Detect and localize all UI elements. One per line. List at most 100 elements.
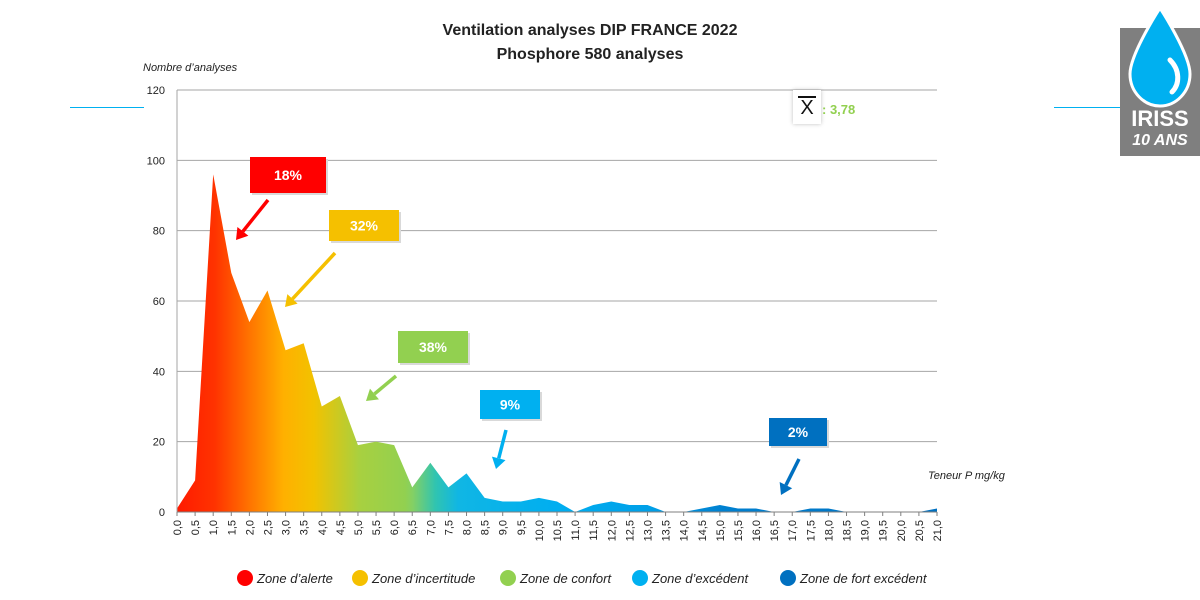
y-tick-label: 0	[159, 507, 165, 519]
callout-arrow-head	[236, 227, 249, 240]
callout-percent: 38%	[419, 339, 448, 355]
legend-dot	[352, 570, 368, 586]
y-tick-label: 120	[147, 85, 165, 97]
x-tick-label: 13,0	[642, 520, 654, 541]
legend-label: Zone de confort	[520, 570, 612, 586]
x-tick-label: 1,0	[208, 520, 220, 535]
x-tick-label: 8,5	[480, 520, 492, 535]
x-tick-label: 10,5	[552, 520, 564, 541]
x-tick-label: 12,0	[606, 520, 618, 541]
x-tick-label: 5,0	[353, 520, 365, 535]
x-tick-label: 3,5	[299, 520, 311, 535]
x-tick-label: 16,5	[769, 520, 781, 541]
x-tick-label: 2,0	[244, 520, 256, 535]
mean-symbol-box: X	[793, 90, 821, 124]
legend-item-incertitude: Zone d’incertitude	[352, 570, 475, 586]
x-tick-label: 3,0	[281, 520, 293, 535]
callout-box	[480, 390, 540, 419]
callout-arrow-shaft	[373, 374, 398, 396]
y-tick-label: 40	[153, 366, 165, 378]
x-tick-label: 19,0	[860, 520, 872, 541]
chart-title: Ventilation analyses DIP FRANCE 2022	[442, 22, 738, 39]
x-tick-label: 2,5	[262, 520, 274, 535]
x-tick-label: 18,0	[823, 520, 835, 541]
mean-symbol: X	[800, 97, 814, 119]
x-tick-label: 0,0	[172, 520, 184, 535]
callout-percent: 18%	[274, 167, 303, 183]
y-axis-label: Nombre d’analyses	[143, 62, 238, 74]
x-tick-label: 6,0	[389, 520, 401, 535]
callout-arrow-shaft	[291, 251, 337, 301]
callout-percent: 32%	[350, 218, 379, 234]
y-tick-label: 100	[147, 155, 165, 167]
x-tick-label: 5,5	[371, 520, 383, 535]
callout-arrow-shaft	[241, 198, 270, 233]
x-tick-label: 19,5	[878, 520, 890, 541]
legend-dot	[500, 570, 516, 586]
legend-dot	[237, 570, 253, 586]
x-tick-label: 20,0	[896, 520, 908, 541]
axes	[176, 90, 938, 516]
legend-label: Zone d’excédent	[652, 570, 749, 586]
x-tick-label: 1,5	[226, 520, 238, 535]
x-tick-label: 17,5	[805, 520, 817, 541]
area-series	[177, 174, 937, 512]
x-tick-label: 18,5	[842, 520, 854, 541]
callout-arrow-shaft	[784, 458, 801, 486]
callout-arrow-head	[366, 388, 379, 401]
area-fill	[177, 174, 937, 512]
x-tick-label: 21,0	[932, 520, 944, 541]
x-tick-label: 9,5	[516, 520, 528, 535]
mean-overbar	[798, 96, 816, 98]
legend: Zone d’alerte Zone d’incertitude Zone de…	[0, 570, 1200, 592]
callout-arrow-head	[285, 294, 298, 307]
x-tick-label: 13,5	[661, 520, 673, 541]
legend-item-fort-excedent: Zone de fort excédent	[780, 570, 926, 586]
x-tick-label: 6,5	[407, 520, 419, 535]
callout-box	[250, 157, 326, 193]
logo-subtitle: 10 ANS	[1132, 132, 1188, 149]
y-tick-labels: 0 20 40 60 80 100 120	[147, 85, 165, 519]
x-tick-label: 14,0	[679, 520, 691, 541]
x-tick-label: 10,0	[534, 520, 546, 541]
legend-item-excedent: Zone d’excédent	[632, 570, 748, 586]
logo-name: IRISS	[1131, 106, 1189, 131]
legend-dot	[780, 570, 796, 586]
callout-box	[329, 210, 399, 241]
legend-item-confort: Zone de confort	[500, 570, 611, 586]
x-tick-label: 15,5	[733, 520, 745, 541]
callout-percent: 9%	[500, 397, 521, 413]
x-tick-label: 7,5	[443, 520, 455, 535]
x-tick-label: 4,5	[335, 520, 347, 535]
decorative-line-left	[70, 107, 144, 108]
x-tick-label: 11,0	[570, 520, 582, 541]
x-tick-label: 4,0	[317, 520, 329, 535]
x-tick-label: 15,0	[715, 520, 727, 541]
legend-dot	[632, 570, 648, 586]
decorative-line-right	[1054, 107, 1120, 108]
water-drop-icon	[1128, 6, 1192, 108]
x-tick-label: 16,0	[751, 520, 763, 541]
x-tick-label: 14,5	[697, 520, 709, 541]
x-tick-label: 9,0	[498, 520, 510, 535]
iriss-logo: IRISS 10 ANS	[1120, 6, 1200, 156]
legend-item-alerte: Zone d’alerte	[237, 570, 333, 586]
chart-subtitle: Phosphore 580 analyses	[496, 46, 684, 63]
x-tick-label: 17,0	[787, 520, 799, 541]
x-tick-labels: 0,0 0,5 1,0 1,5 2,0 2,5 3,0 3,5 4,0 4,5 5,0 5,5 6,0 6…	[172, 520, 944, 541]
callout-arrow-head	[779, 482, 793, 495]
y-tick-label: 60	[153, 296, 165, 308]
x-axis-label: Teneur P mg/kg	[928, 470, 1005, 482]
callout-arrow-shaft	[497, 429, 508, 459]
callout-box	[769, 418, 827, 446]
y-tick-label: 80	[153, 226, 165, 238]
x-tick-label: 8,0	[462, 520, 474, 535]
legend-label: Zone de fort excédent	[800, 570, 927, 586]
legend-label: Zone d’incertitude	[372, 570, 476, 586]
callout-arrow-head	[491, 456, 506, 469]
x-tick-label: 11,5	[588, 520, 600, 541]
y-tick-label: 20	[153, 437, 165, 449]
callout-box	[398, 331, 468, 363]
legend-label: Zone d’alerte	[257, 570, 333, 586]
zone-callouts: 18% 32% 38% 9% 2%	[236, 157, 829, 495]
